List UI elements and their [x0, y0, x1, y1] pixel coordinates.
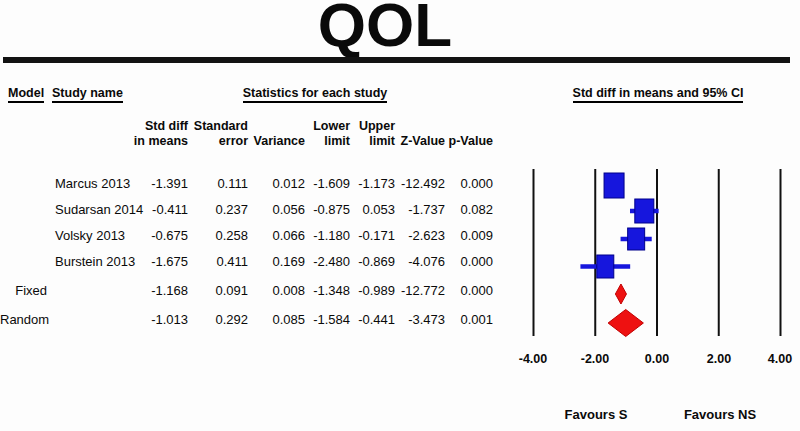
study-point-square	[604, 173, 624, 198]
x-tick-label: -2.00	[565, 352, 625, 366]
column-header-p-value: p-Value	[0, 119, 493, 149]
table-row: Random -1.013 0.292 0.085 -1.584 -0.441 …	[0, 312, 520, 328]
x-tick-label: 2.00	[689, 352, 749, 366]
favours-right-label: Favours NS	[660, 407, 780, 422]
forest-plot-figure: QOL Model Study name Statistics for each…	[0, 0, 800, 431]
section-header-ci-plot: Std diff in means and 95% CI	[568, 86, 748, 103]
summary-diamond	[608, 310, 643, 337]
study-point-square	[628, 228, 645, 250]
x-tick-label: 4.00	[750, 352, 800, 366]
favours-left-label: Favours S	[536, 407, 656, 422]
table-row: Sudarsan 2014 -0.411 0.237 0.056 -0.875 …	[0, 202, 520, 218]
section-header-study-name: Study name	[52, 86, 123, 103]
cell-p-value: 0.000	[0, 254, 493, 270]
cell-p-value: 0.001	[0, 312, 493, 328]
cell-p-value: 0.082	[0, 202, 493, 218]
table-row: Volsky 2013 -0.675 0.258 0.066 -1.180 -0…	[0, 228, 520, 244]
section-header-statistics: Statistics for each study	[228, 86, 402, 103]
table-row: Burstein 2013 -1.675 0.411 0.169 -2.480 …	[0, 254, 520, 270]
section-header-model: Model	[8, 86, 44, 103]
x-tick-label: -4.00	[503, 352, 563, 366]
cell-p-value: 0.000	[0, 176, 493, 192]
x-tick-label: 0.00	[627, 352, 687, 366]
study-point-square	[635, 199, 654, 223]
study-point-square	[597, 255, 614, 278]
cell-p-value: 0.000	[0, 283, 493, 299]
table-row: Fixed -1.168 0.091 0.008 -1.348 -0.989 -…	[0, 283, 520, 299]
summary-diamond	[615, 284, 626, 304]
table-row: Marcus 2013 -1.391 0.111 0.012 -1.609 -1…	[0, 176, 520, 192]
cell-p-value: 0.009	[0, 228, 493, 244]
chart-title: QOL	[185, 0, 585, 56]
title-divider-rule	[3, 57, 790, 63]
